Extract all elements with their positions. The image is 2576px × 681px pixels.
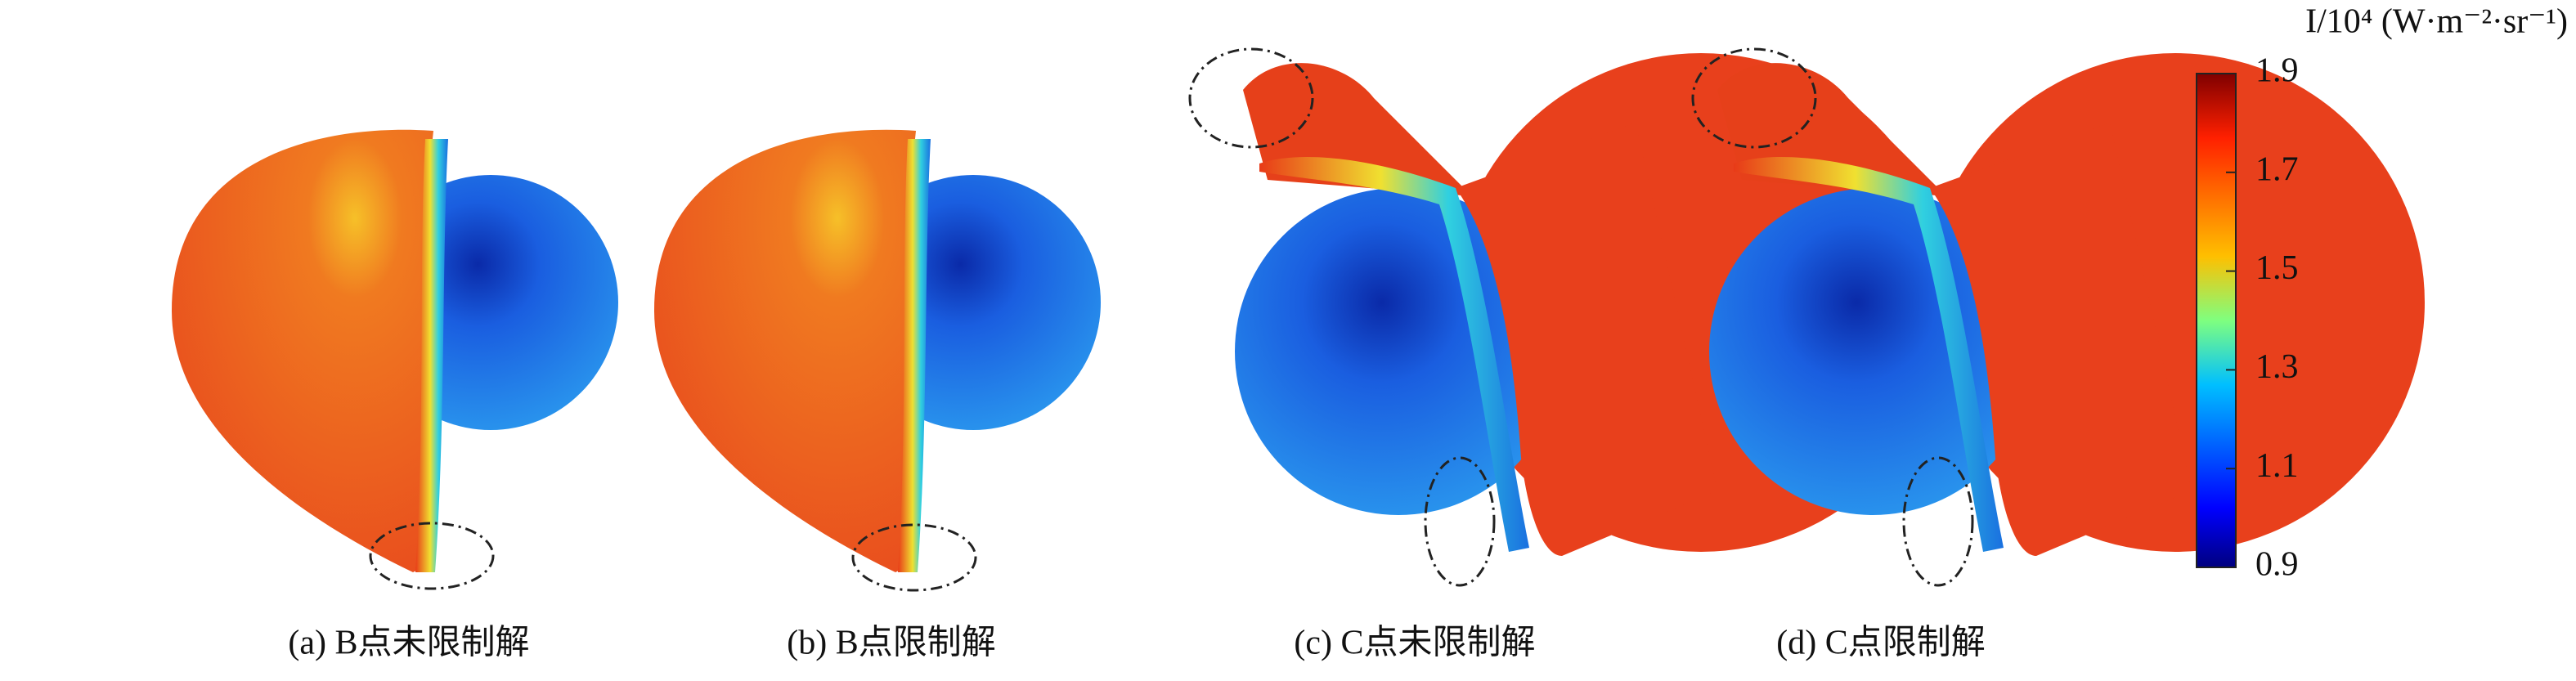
highlight <box>1902 456 1974 587</box>
tick-label: 1.9 <box>2255 52 2299 90</box>
tick-label: 1.1 <box>2255 447 2299 485</box>
tick-label: 1.5 <box>2255 249 2299 287</box>
tick-label: 0.9 <box>2255 546 2299 584</box>
tick-label: 1.3 <box>2255 348 2299 386</box>
highlight <box>1424 456 1496 587</box>
highlight <box>1188 47 1314 149</box>
colorbar <box>2196 73 2237 568</box>
caption: (b) B点限制解 <box>787 625 996 662</box>
panel-a-field <box>172 129 618 572</box>
caption: (c) C点未限制解 <box>1294 625 1535 662</box>
highlight <box>369 522 495 590</box>
caption: (a) B点未限制解 <box>288 625 529 662</box>
tick-label: 1.7 <box>2255 150 2299 188</box>
panel-b-field <box>654 129 1101 572</box>
highlight <box>1691 47 1817 149</box>
caption: (d) C点限制解 <box>1776 625 1986 662</box>
highlight <box>851 523 977 592</box>
colorbar-label: I/10⁴ (W·m⁻²·sr⁻¹) <box>2305 3 2568 41</box>
colorbar-ticks: 0.9 1.1 1.3 1.5 1.7 1.9 <box>2226 52 2299 584</box>
panel-d-field <box>1709 53 2425 556</box>
